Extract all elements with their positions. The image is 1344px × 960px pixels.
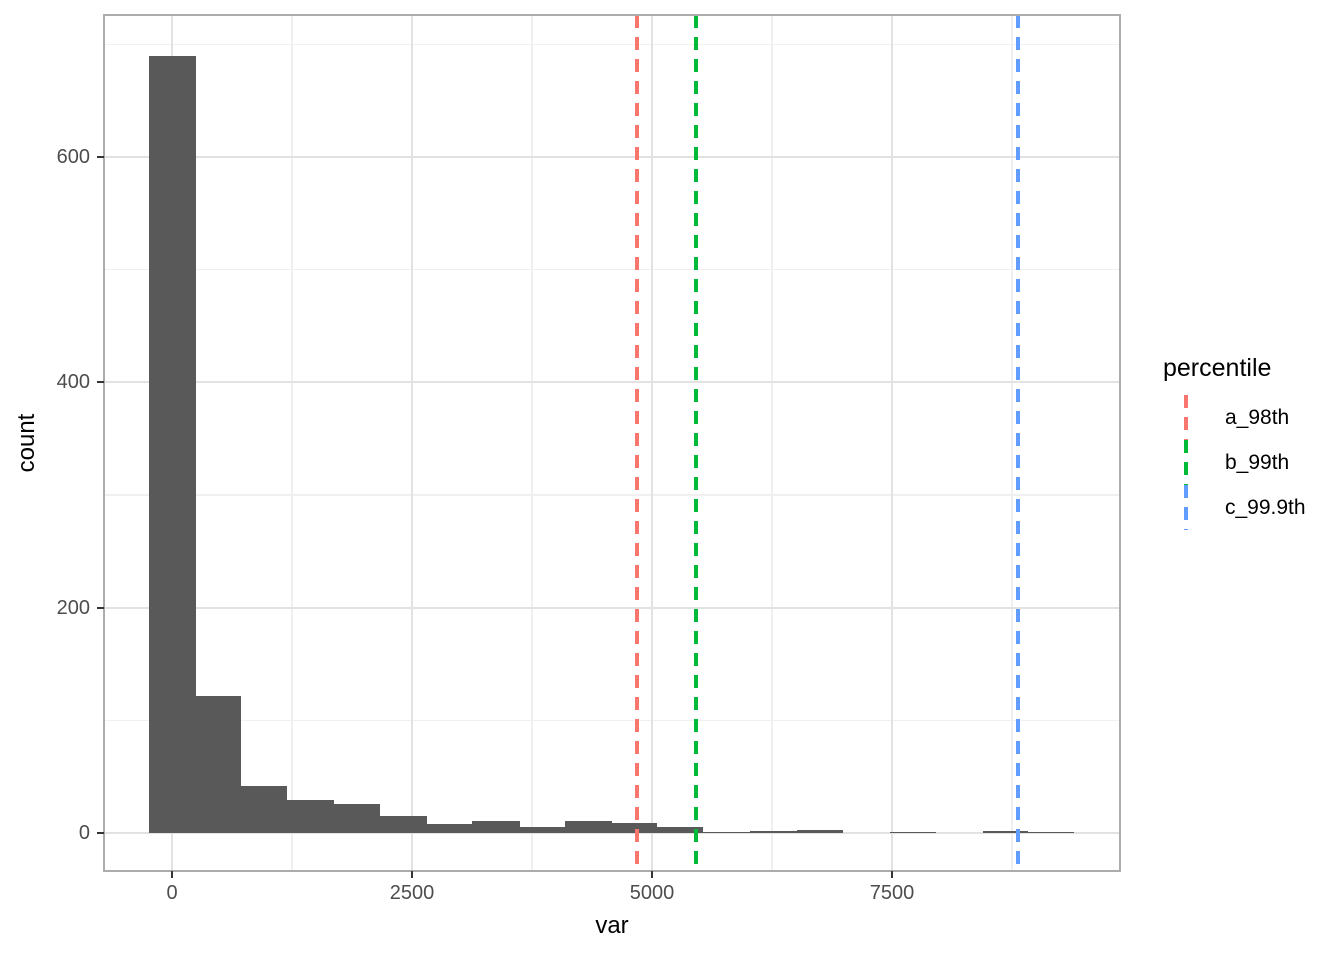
percentile-line-c_99.9th xyxy=(1016,15,1020,871)
y-tick-mark xyxy=(97,156,104,158)
x-tick-label: 2500 xyxy=(389,882,435,904)
y-tick-label: 400 xyxy=(56,371,90,394)
y-tick-label: 200 xyxy=(56,596,90,619)
histogram-bar xyxy=(564,820,612,833)
histogram-bar xyxy=(519,827,565,833)
legend-label-a_98th: a_98th xyxy=(1225,406,1290,429)
histogram-bar xyxy=(287,800,335,833)
legend-title: percentile xyxy=(1163,354,1272,382)
histogram-bar xyxy=(702,831,750,833)
gridline-minor-y xyxy=(104,268,1120,271)
x-tick-label: 5000 xyxy=(629,882,675,904)
legend-entry: a_98th xyxy=(1163,395,1343,440)
gridline-minor-y xyxy=(104,719,1120,722)
legend-label-c_99.9th: c_99.9th xyxy=(1225,496,1306,519)
histogram-bar xyxy=(890,831,937,833)
gridline-major-y xyxy=(104,381,1120,384)
y-tick-mark xyxy=(97,832,104,834)
legend-key-b_99th xyxy=(1184,440,1188,485)
percentile-line-b_99th xyxy=(694,15,698,871)
histogram-bar xyxy=(334,803,381,833)
legend: percentile a_98th b_99th c_99.9th xyxy=(1163,352,1343,530)
x-tick-mark xyxy=(891,871,893,878)
gridline-minor-y xyxy=(104,494,1120,496)
gridline-minor-y xyxy=(104,43,1120,46)
plot-panel xyxy=(104,15,1120,871)
gridline-major-x xyxy=(891,15,893,871)
y-axis-title: count xyxy=(13,413,40,473)
legend-entry: c_99.9th xyxy=(1163,485,1343,530)
y-tick-label: 0 xyxy=(78,822,90,844)
histogram-bar xyxy=(983,830,1029,833)
histogram-bar xyxy=(241,785,288,833)
gridline-minor-x xyxy=(291,15,293,871)
y-tick-mark xyxy=(97,381,104,384)
gridline-minor-x xyxy=(531,15,533,871)
legend-key-a_98th xyxy=(1184,395,1188,440)
x-tick-label: 0 xyxy=(166,882,178,904)
x-axis-title: var xyxy=(595,912,629,939)
legend-entries: a_98th b_99th c_99.9th xyxy=(1163,395,1343,530)
histogram-bar xyxy=(380,816,428,833)
histogram-bar xyxy=(148,55,196,833)
histogram-bar xyxy=(656,827,703,833)
y-tick-label: 600 xyxy=(56,146,90,168)
gridline-minor-x xyxy=(1011,15,1013,871)
legend-entry: b_99th xyxy=(1163,440,1343,485)
x-tick-mark xyxy=(411,871,413,878)
histogram-bar xyxy=(749,830,797,833)
histogram-bar xyxy=(427,823,473,833)
histogram-bar xyxy=(196,695,242,833)
gridline-minor-x xyxy=(771,15,773,871)
gridline-major-x xyxy=(411,15,413,871)
legend-label-b_99th: b_99th xyxy=(1225,451,1290,474)
gridline-major-y xyxy=(104,832,1120,834)
gridline-major-y xyxy=(104,156,1120,158)
legend-key-c_99.9th xyxy=(1184,485,1188,530)
histogram-bar xyxy=(611,822,657,833)
x-tick-mark xyxy=(171,871,173,878)
x-tick-label: 7500 xyxy=(869,882,915,904)
histogram-bar xyxy=(796,829,844,833)
x-tick-mark xyxy=(651,871,653,878)
gridline-major-y xyxy=(104,606,1120,609)
histogram-bar xyxy=(472,820,520,833)
percentile-line-a_98th xyxy=(635,15,639,871)
y-tick-mark xyxy=(97,606,104,609)
histogram-bar xyxy=(1028,831,1075,833)
gridline-major-x xyxy=(651,15,653,871)
